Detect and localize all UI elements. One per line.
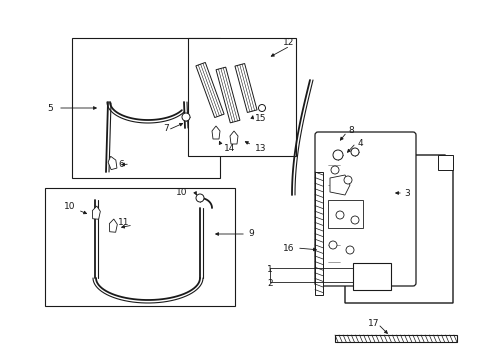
- Polygon shape: [334, 335, 456, 342]
- Polygon shape: [314, 172, 323, 295]
- Circle shape: [350, 148, 358, 156]
- Polygon shape: [196, 62, 224, 118]
- Polygon shape: [108, 156, 117, 170]
- Bar: [72, 38, 220, 178]
- Text: 11: 11: [118, 217, 129, 226]
- Circle shape: [330, 166, 338, 174]
- Text: 17: 17: [367, 319, 379, 328]
- Circle shape: [328, 241, 336, 249]
- Text: 3: 3: [403, 189, 409, 198]
- Polygon shape: [234, 63, 257, 112]
- Text: 5: 5: [47, 104, 53, 113]
- FancyBboxPatch shape: [314, 132, 415, 286]
- Circle shape: [346, 246, 353, 254]
- Bar: [45, 188, 235, 306]
- Circle shape: [343, 176, 351, 184]
- Text: 1: 1: [267, 266, 272, 274]
- Bar: [327, 200, 362, 228]
- Polygon shape: [345, 155, 452, 303]
- Text: 4: 4: [357, 139, 363, 148]
- Circle shape: [258, 104, 265, 112]
- Text: 6: 6: [118, 159, 123, 168]
- Bar: [437, 155, 452, 170]
- Circle shape: [350, 216, 358, 224]
- Circle shape: [335, 211, 343, 219]
- Text: 15: 15: [254, 113, 266, 122]
- Polygon shape: [109, 219, 117, 232]
- Text: 16: 16: [283, 243, 294, 252]
- Text: 10: 10: [64, 202, 75, 211]
- Text: 12: 12: [283, 37, 294, 46]
- Text: 7: 7: [163, 123, 168, 132]
- Polygon shape: [229, 131, 238, 144]
- Bar: [187, 38, 295, 156]
- Text: 2: 2: [267, 279, 272, 288]
- Polygon shape: [212, 126, 220, 139]
- Circle shape: [196, 194, 203, 202]
- Polygon shape: [352, 263, 390, 290]
- Polygon shape: [216, 67, 240, 123]
- Text: 13: 13: [254, 144, 266, 153]
- Text: 10: 10: [176, 188, 187, 197]
- Circle shape: [182, 113, 190, 121]
- Text: 9: 9: [247, 229, 253, 238]
- Text: 8: 8: [347, 126, 353, 135]
- Polygon shape: [329, 175, 349, 195]
- Circle shape: [332, 150, 342, 160]
- Polygon shape: [92, 206, 100, 219]
- Text: 14: 14: [224, 144, 235, 153]
